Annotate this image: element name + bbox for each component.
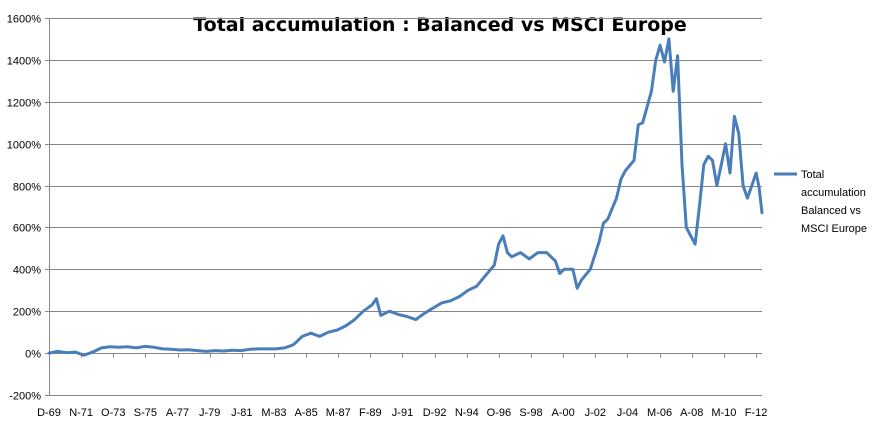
x-tick-label: M-06	[647, 407, 672, 419]
x-tick-label: F-12	[745, 407, 768, 419]
x-tick-label: O-96	[487, 407, 511, 419]
x-tick-label: J-04	[617, 407, 638, 419]
y-axis-tick-labels: -200% 0% 200% 400% 600% 800% 1000% 1200% 1400% 16…	[7, 14, 41, 403]
x-tick-label: J-02	[585, 407, 606, 419]
x-tick-label: A-08	[680, 407, 703, 419]
x-tick-label: M-10	[711, 407, 736, 419]
x-tick-label: N-71	[69, 407, 93, 419]
series-line	[47, 37, 764, 357]
x-tick-label: A-77	[166, 407, 189, 419]
y-tick-label: 600%	[13, 223, 41, 235]
y-tick-label: -200%	[9, 391, 41, 403]
y-tick-label: 800%	[13, 182, 41, 194]
x-tick-label: S-75	[134, 407, 157, 419]
x-tick-label: A-00	[552, 407, 575, 419]
legend-label: Total accumulation Balanced vs MSCI Europe	[801, 169, 867, 235]
gridlines	[49, 18, 762, 396]
x-tick-label: O-73	[101, 407, 125, 419]
x-tick-label: S-98	[519, 407, 542, 419]
y-tick-label: 1400%	[7, 56, 41, 68]
axes	[45, 18, 762, 396]
x-tick-label: J-81	[231, 407, 252, 419]
legend: Total accumulation Balanced vs MSCI Europe	[774, 169, 867, 235]
x-axis-tick-labels: D-69 N-71 O-73 S-75 A-77 J-79 J-81 M-83 A-85 M-87…	[37, 407, 767, 419]
x-tick-label: J-79	[199, 407, 220, 419]
y-tick-label: 1000%	[7, 140, 41, 152]
x-tick-label: M-87	[326, 407, 351, 419]
y-tick-label: 200%	[13, 307, 41, 319]
y-tick-label: 400%	[13, 265, 41, 277]
x-tick-label: M-83	[261, 407, 286, 419]
y-tick-label: 1600%	[7, 14, 41, 26]
y-tick-label: 0%	[25, 349, 41, 361]
x-tick-label: J-91	[392, 407, 413, 419]
y-tick-label: 1200%	[7, 98, 41, 110]
x-tick-label: N-94	[455, 407, 479, 419]
series-layer	[47, 37, 764, 357]
x-tick-label: F-89	[359, 407, 382, 419]
x-tick-label: D-69	[37, 407, 61, 419]
x-tick-label: D-92	[423, 407, 447, 419]
chart-title: Total accumulation : Balanced vs MSCI Eu…	[193, 14, 687, 36]
x-tick-label: A-85	[294, 407, 317, 419]
